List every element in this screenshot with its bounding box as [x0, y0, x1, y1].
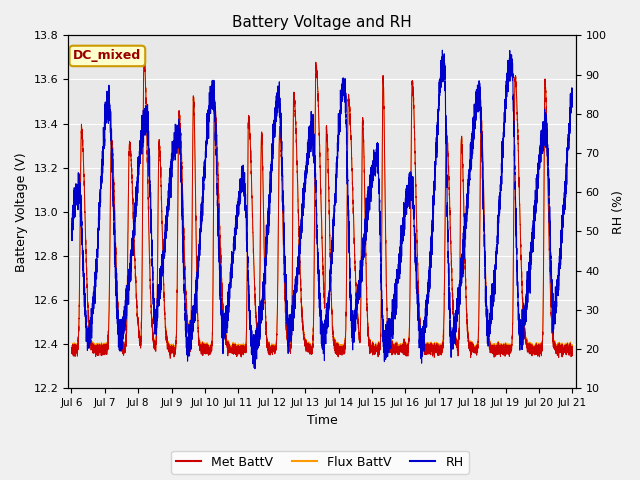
Flux BattV: [238, 347, 246, 353]
Met BattV: [238, 349, 246, 355]
Met BattV: [434, 343, 442, 348]
Flux BattV: [448, 276, 456, 282]
RH: [434, 131, 442, 137]
RH: [448, 331, 456, 337]
Met BattV: [548, 313, 556, 319]
Flux BattV: [541, 82, 549, 88]
Flux BattV: [568, 343, 576, 349]
RH: [568, 85, 576, 91]
RH: [305, 145, 312, 151]
Met BattV: [541, 82, 549, 88]
Flux BattV: [68, 348, 76, 354]
Met BattV: [448, 278, 456, 284]
Flux BattV: [548, 312, 556, 318]
RH: [548, 266, 556, 272]
Line: RH: RH: [72, 50, 572, 369]
Flux BattV: [141, 54, 148, 60]
X-axis label: Time: Time: [307, 414, 337, 427]
Title: Battery Voltage and RH: Battery Voltage and RH: [232, 15, 412, 30]
Line: Met BattV: Met BattV: [72, 56, 572, 359]
RH: [251, 366, 259, 372]
Y-axis label: RH (%): RH (%): [612, 190, 625, 234]
Met BattV: [68, 351, 76, 357]
Text: DC_mixed: DC_mixed: [73, 49, 141, 62]
Flux BattV: [434, 341, 442, 347]
Met BattV: [141, 53, 148, 59]
RH: [68, 226, 76, 232]
Y-axis label: Battery Voltage (V): Battery Voltage (V): [15, 152, 28, 272]
Met BattV: [166, 356, 174, 361]
Met BattV: [568, 345, 576, 351]
RH: [541, 131, 549, 136]
RH: [238, 163, 246, 169]
RH: [438, 48, 446, 53]
Legend: Met BattV, Flux BattV, RH: Met BattV, Flux BattV, RH: [172, 451, 468, 474]
Met BattV: [305, 347, 312, 353]
Flux BattV: [305, 345, 312, 350]
Flux BattV: [166, 352, 174, 358]
Line: Flux BattV: Flux BattV: [72, 57, 572, 355]
